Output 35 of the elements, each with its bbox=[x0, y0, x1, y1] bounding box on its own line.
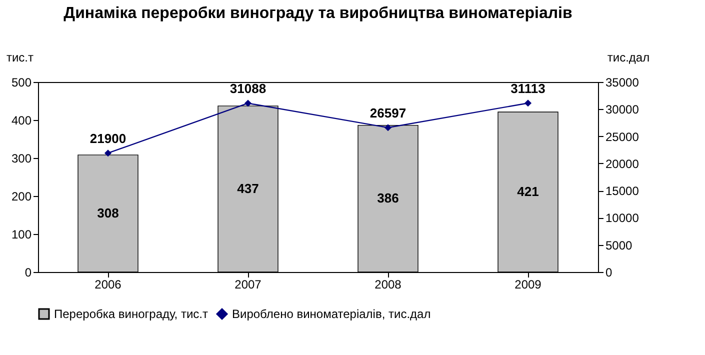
y-axis-title: тис.т bbox=[6, 50, 34, 64]
y-tick-label: 300 bbox=[11, 152, 32, 166]
data-label: 421 bbox=[517, 184, 539, 200]
y2-tick-label: 0 bbox=[606, 266, 612, 280]
y2-tick-label: 30000 bbox=[606, 102, 640, 117]
data-label: 308 bbox=[97, 205, 119, 220]
data-label: 31088 bbox=[230, 81, 266, 96]
data-label: 386 bbox=[377, 190, 399, 206]
y-tick-label: 500 bbox=[11, 76, 32, 90]
y2-tick-label: 10000 bbox=[606, 211, 640, 226]
x-tick-label: 2007 bbox=[234, 278, 262, 292]
data-label: 31113 bbox=[510, 81, 546, 96]
y-tick-label: 100 bbox=[11, 228, 32, 242]
legend-label: Вироблено виноматеріалів, тис.дал bbox=[232, 307, 431, 321]
data-label: 437 bbox=[237, 180, 259, 196]
point bbox=[104, 150, 112, 157]
y2-axis-title: тис.дал bbox=[607, 50, 650, 64]
y-tick-label: 200 bbox=[11, 190, 32, 204]
chart-title: Динаміка переробки винограду та виробництва виноматеріалів bbox=[64, 5, 572, 22]
legend-label: Переробка винограду, тис.т bbox=[54, 307, 208, 321]
point bbox=[524, 100, 532, 107]
y2-tick-label: 5000 bbox=[606, 238, 633, 252]
y2-tick-label: 15000 bbox=[606, 184, 640, 198]
point bbox=[384, 124, 392, 132]
y2-tick-label: 35000 bbox=[606, 76, 640, 90]
y-tick-label: 400 bbox=[11, 114, 32, 128]
data-label: 21900 bbox=[90, 131, 126, 146]
data-label: 26597 bbox=[370, 106, 406, 121]
x-tick-label: 2009 bbox=[514, 278, 542, 292]
y-tick-label: 0 bbox=[24, 266, 32, 280]
y2-tick-label: 20000 bbox=[606, 156, 640, 171]
x-tick-label: 2006 bbox=[94, 278, 122, 292]
point bbox=[244, 100, 252, 107]
y2-tick-label: 25000 bbox=[606, 130, 640, 144]
x-tick-label: 2008 bbox=[374, 278, 402, 292]
